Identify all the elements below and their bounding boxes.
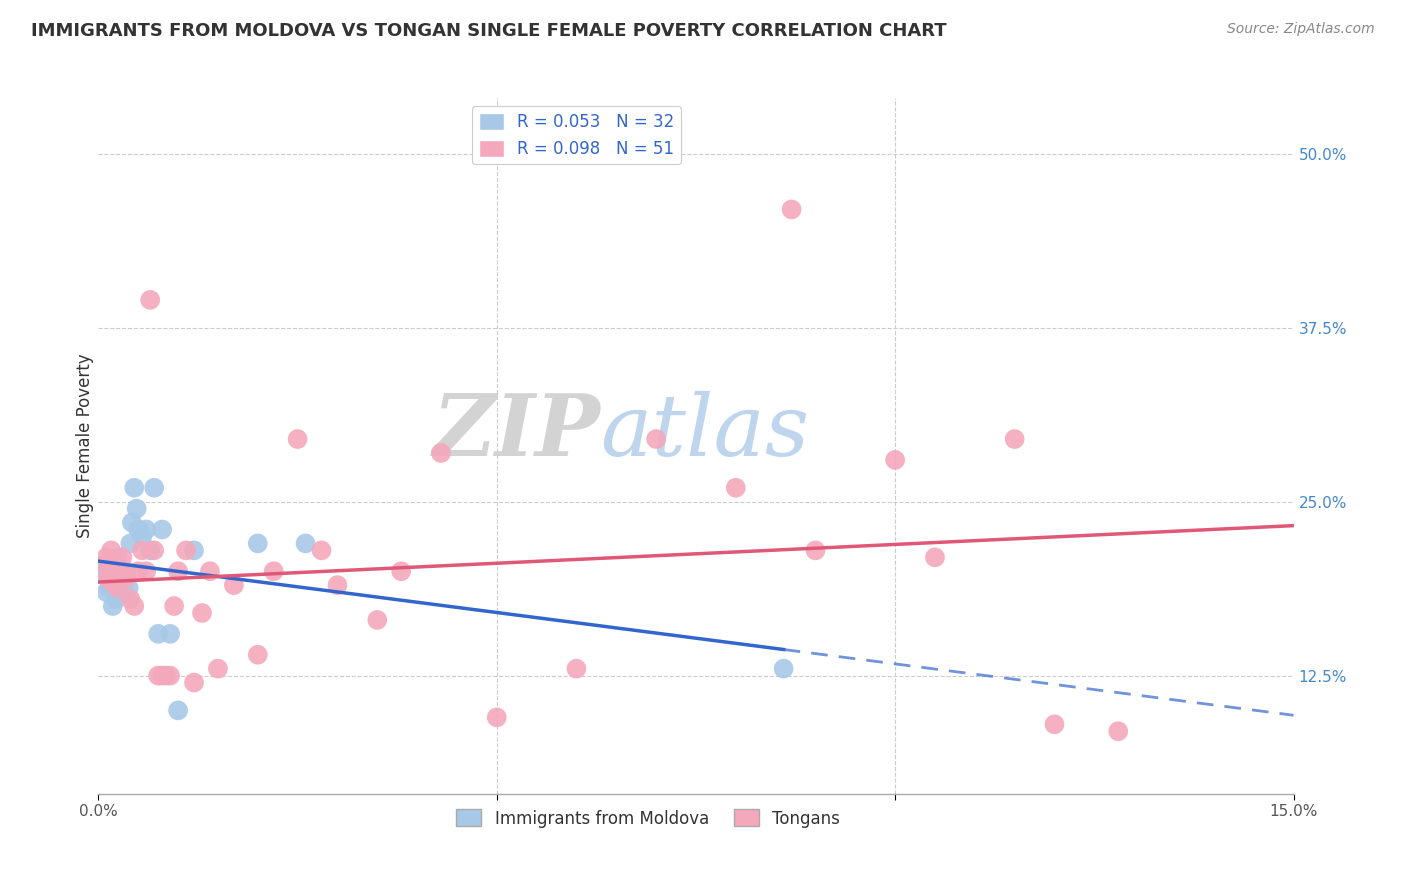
Point [115, 564, 138, 578]
Point [100, 564, 122, 578]
Point [107, 550, 129, 565]
Point [222, 578, 245, 592]
Point [772, 662, 794, 676]
Point [150, 523, 173, 537]
Text: ZIP: ZIP [433, 391, 600, 474]
Point [148, 668, 170, 682]
Point [107, 581, 129, 595]
Point [294, 536, 316, 550]
Point [101, 599, 124, 613]
Text: Source: ZipAtlas.com: Source: ZipAtlas.com [1227, 22, 1375, 37]
Point [120, 592, 142, 607]
Point [131, 543, 153, 558]
Point [163, 599, 186, 613]
Point [143, 481, 166, 495]
Point [104, 558, 127, 572]
Point [366, 613, 388, 627]
Point [101, 575, 124, 590]
Point [159, 627, 181, 641]
Point [110, 564, 132, 578]
Point [125, 501, 148, 516]
Point [924, 550, 946, 565]
Point [724, 481, 747, 495]
Point [96, 585, 118, 599]
Point [108, 575, 131, 590]
Point [94, 567, 117, 582]
Point [103, 564, 125, 578]
Point [884, 453, 907, 467]
Point [127, 523, 149, 537]
Point [103, 571, 125, 585]
Point [804, 543, 827, 558]
Point [112, 585, 135, 599]
Point [287, 432, 309, 446]
Point [159, 668, 181, 682]
Point [485, 710, 508, 724]
Point [246, 648, 269, 662]
Point [94, 558, 117, 572]
Point [430, 446, 453, 460]
Legend: Immigrants from Moldova, Tongans: Immigrants from Moldova, Tongans [450, 803, 846, 834]
Point [97, 558, 120, 572]
Point [120, 536, 142, 550]
Point [100, 543, 122, 558]
Point [1004, 432, 1026, 446]
Point [645, 432, 668, 446]
Point [121, 516, 143, 530]
Point [97, 571, 120, 585]
Point [118, 581, 141, 595]
Point [131, 529, 153, 543]
Point [780, 202, 803, 217]
Point [139, 293, 162, 307]
Y-axis label: Single Female Poverty: Single Female Poverty [76, 354, 94, 538]
Point [108, 571, 131, 585]
Point [115, 571, 138, 585]
Point [167, 564, 190, 578]
Point [98, 564, 121, 578]
Point [191, 606, 214, 620]
Point [135, 564, 157, 578]
Text: IMMIGRANTS FROM MOLDOVA VS TONGAN SINGLE FEMALE POVERTY CORRELATION CHART: IMMIGRANTS FROM MOLDOVA VS TONGAN SINGLE… [31, 22, 946, 40]
Point [326, 578, 349, 592]
Point [111, 571, 134, 585]
Point [311, 543, 333, 558]
Point [207, 662, 229, 676]
Point [1043, 717, 1066, 731]
Point [246, 536, 269, 550]
Point [148, 627, 170, 641]
Point [135, 523, 157, 537]
Point [1107, 724, 1129, 739]
Point [104, 592, 127, 607]
Point [155, 668, 177, 682]
Point [124, 599, 146, 613]
Point [263, 564, 285, 578]
Point [389, 564, 412, 578]
Point [183, 675, 205, 690]
Point [183, 543, 205, 558]
Point [143, 543, 166, 558]
Point [174, 543, 197, 558]
Point [124, 481, 146, 495]
Point [198, 564, 221, 578]
Point [98, 581, 121, 595]
Point [167, 703, 190, 717]
Text: atlas: atlas [600, 391, 810, 474]
Point [150, 668, 173, 682]
Point [139, 543, 162, 558]
Point [565, 662, 588, 676]
Point [96, 550, 118, 565]
Point [127, 564, 149, 578]
Point [110, 564, 132, 578]
Point [111, 550, 134, 565]
